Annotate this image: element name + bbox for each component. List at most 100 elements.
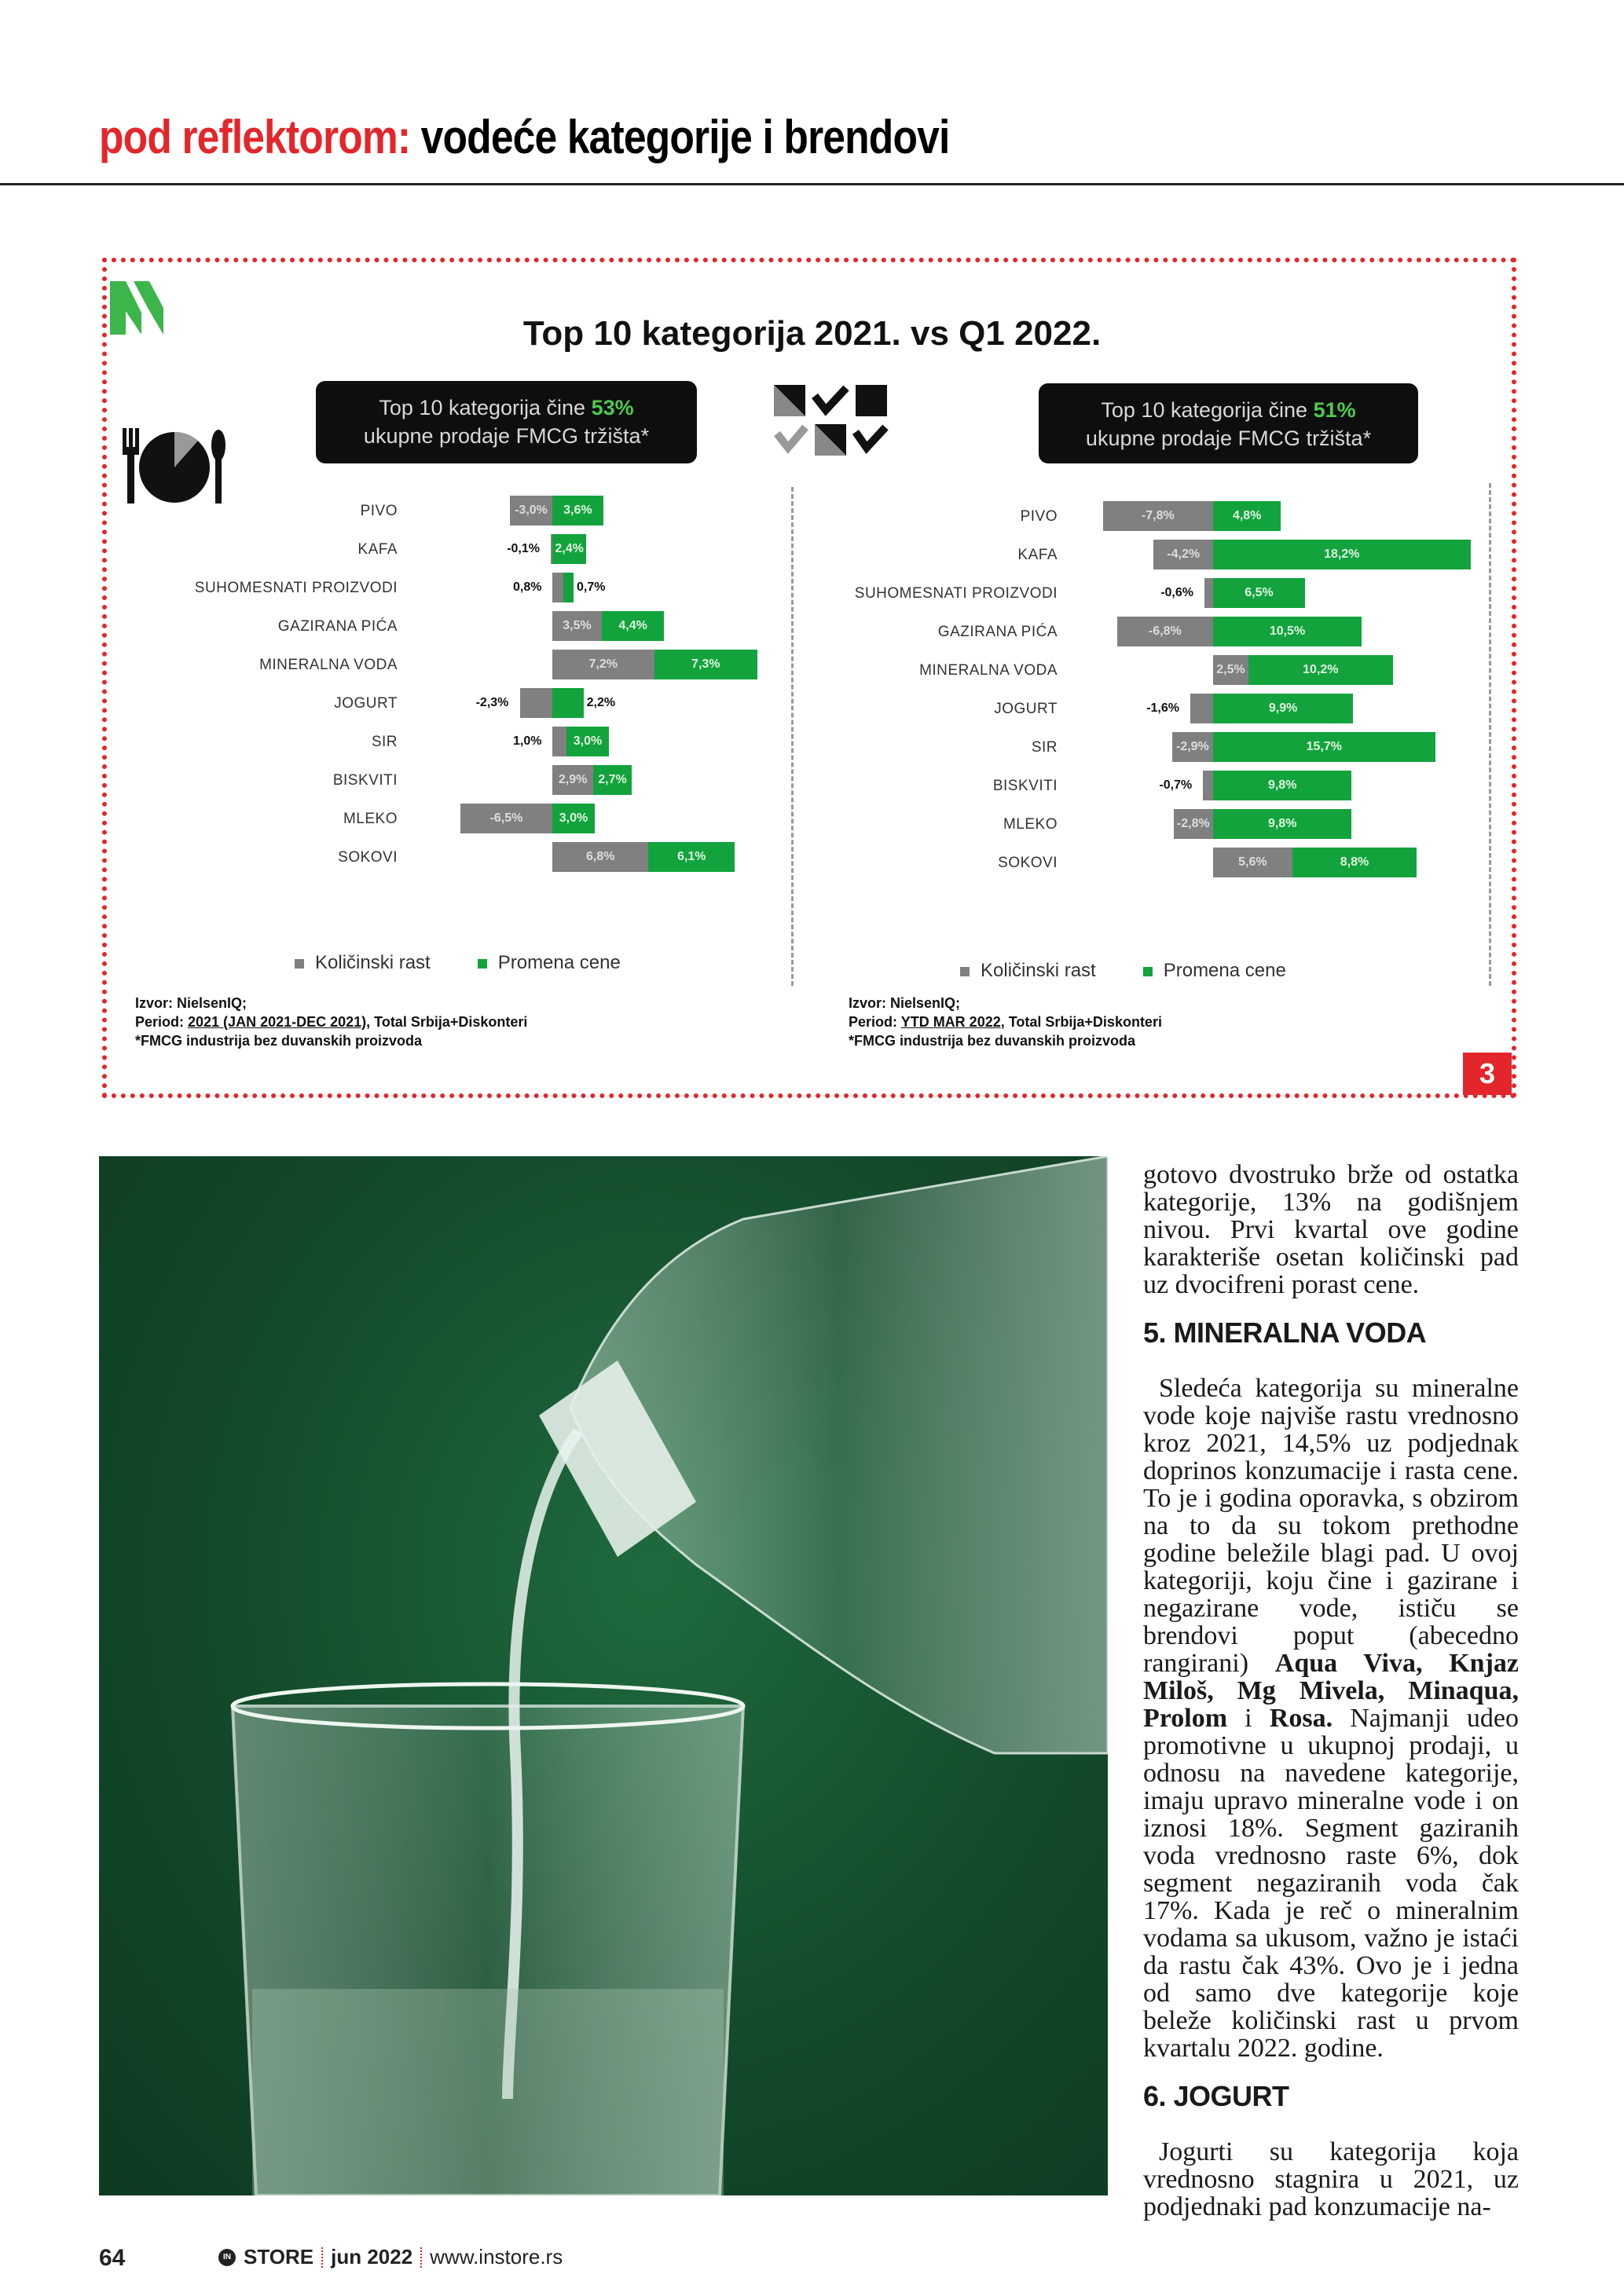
volume-bar <box>1203 771 1213 800</box>
price-bar: 7,3% <box>654 650 757 679</box>
page-header: pod reflektorom: vodeće kategorije i bre… <box>99 110 951 164</box>
category-label: MINERALNA VODA <box>919 662 1058 679</box>
category-label: SIR <box>371 734 398 750</box>
page-number: 64 <box>99 2245 126 2271</box>
text-run: Aqua Viva, Knjaz Miloš, Mg Mivela, Minaq… <box>1143 1649 1520 1733</box>
legend-item-price: Promena cene <box>1142 960 1286 982</box>
price-bar: 6,1% <box>648 842 735 872</box>
volume-bar <box>1190 694 1213 723</box>
text-run: Sledeća kategorija su mineralne vode koj… <box>1143 1374 1519 1678</box>
price-bar: 3,0% <box>566 727 609 756</box>
article-paragraph: gotovo dvostruko brže od ostatka kategor… <box>1143 1161 1519 1298</box>
volume-bar <box>1204 578 1213 608</box>
price-bar: 8,8% <box>1292 848 1417 877</box>
left-legend: Količinski rast Promena cene <box>295 952 621 974</box>
price-bar: 6,5% <box>1213 578 1305 608</box>
category-label: SIR <box>1031 739 1058 756</box>
summary-value: 51% <box>1313 398 1356 422</box>
text-run: i <box>1227 1704 1270 1733</box>
legend-item-volume: Količinski rast <box>295 952 431 974</box>
volume-bar: 2,9% <box>552 765 594 795</box>
price-bar: 15,7% <box>1213 732 1435 762</box>
chart-divider <box>791 487 794 986</box>
header-kicker: pod reflektorom: <box>99 111 411 163</box>
instore-logo-icon: IN <box>218 2248 236 2266</box>
data-label: -0,7% <box>1159 778 1193 792</box>
data-label: 0,7% <box>577 580 606 594</box>
summary-text: Top 10 kategorija čine <box>1101 398 1314 422</box>
header-title: vodeće kategorije i brendovi <box>420 111 951 163</box>
header-rule <box>0 183 1624 185</box>
volume-bar: 7,2% <box>552 650 654 679</box>
category-label: GAZIRANA PIĆA <box>277 618 398 635</box>
price-bar: 10,5% <box>1213 617 1362 646</box>
left-source: Izvor: NielsenIQ; Period: 2021 (JAN 2021-… <box>135 995 528 1049</box>
footer-url[interactable]: www.instore.rs <box>430 2245 563 2269</box>
volume-bar: 2,5% <box>1213 655 1248 685</box>
summary-line2: ukupne prodaje FMCG tržišta* <box>1085 427 1372 450</box>
category-label: BISKVITI <box>332 772 398 789</box>
category-label: MLEKO <box>1003 816 1058 833</box>
price-bar: 4,4% <box>602 611 665 641</box>
price-bar: 9,8% <box>1213 809 1352 839</box>
category-label: SUHOMESNATI PROIZVODI <box>854 585 1058 602</box>
footer-brand-name: STORE <box>244 2245 314 2269</box>
data-label: 0,8% <box>513 580 542 594</box>
right-source: Izvor: NielsenIQ; Period: YTD MAR 2022, T… <box>849 995 1162 1049</box>
summary-text: Top 10 kategorija čine <box>379 396 592 419</box>
figure-number-badge: 3 <box>1463 1053 1512 1095</box>
volume-bar: -3,0% <box>510 496 552 525</box>
category-label: MLEKO <box>343 811 398 827</box>
volume-bar: 3,5% <box>552 611 602 641</box>
category-label: KAFA <box>357 541 398 558</box>
legend-item-price: Promena cene <box>477 952 621 974</box>
legend-swatch <box>295 958 304 969</box>
volume-bar <box>552 573 564 602</box>
category-label: PIVO <box>360 503 398 519</box>
category-label: GAZIRANA PIĆA <box>937 624 1058 640</box>
data-label: 1,0% <box>513 734 542 748</box>
price-bar: 4,8% <box>1213 501 1281 531</box>
volume-bar: -6,8% <box>1116 617 1213 646</box>
legend-item-volume: Količinski rast <box>960 960 1096 982</box>
volume-bar: -7,8% <box>1102 501 1213 531</box>
category-label: JOGURT <box>994 701 1058 717</box>
price-bar: 9,8% <box>1213 771 1352 800</box>
summary-value: 53% <box>591 396 634 419</box>
volume-bar: -2,9% <box>1171 732 1213 762</box>
left-summary-box: Top 10 kategorija čine 53% ukupne prodaje… <box>316 381 697 463</box>
price-bar: 9,9% <box>1213 694 1354 723</box>
legend-swatch <box>477 958 487 969</box>
category-label: SOKOVI <box>338 849 398 866</box>
volume-bar: 6,8% <box>552 842 649 872</box>
category-label: MINERALNA VODA <box>259 657 398 673</box>
text-run: Rosa. <box>1269 1704 1333 1733</box>
volume-bar: -6,5% <box>460 804 552 833</box>
footer-separator <box>420 2247 423 2268</box>
category-label: SOKOVI <box>998 855 1058 871</box>
article-paragraph: Sledeća kategorija su mineralne vode koj… <box>1143 1375 1519 2062</box>
section-heading: 5. MINERALNA VODA <box>1143 1316 1427 1349</box>
category-label: PIVO <box>1020 508 1058 525</box>
price-bar: 2,7% <box>593 765 632 795</box>
right-summary-box: Top 10 kategorija čine 51% ukupne prodaje… <box>1039 383 1418 463</box>
legend-swatch <box>960 966 970 976</box>
infographic-title: Top 10 kategorija 2021. vs Q1 2022. <box>522 314 1102 353</box>
volume-bar <box>551 534 554 564</box>
volume-bar <box>519 688 552 718</box>
price-bar: 2,4% <box>552 534 587 564</box>
text-run: Jogurti su kategorija koja vrednosno sta… <box>1143 2137 1519 2221</box>
price-bar: 10,2% <box>1248 655 1393 685</box>
footer-separator <box>321 2247 324 2268</box>
infographic-frame <box>102 258 1516 1098</box>
footer-brand: IN STORE jun 2022 www.instore.rs <box>218 2245 563 2269</box>
price-bar: 18,2% <box>1213 540 1471 569</box>
nielsen-logo-icon <box>110 281 163 335</box>
footer-date: jun 2022 <box>331 2245 413 2269</box>
price-bar: 3,6% <box>552 496 603 525</box>
summary-line2: ukupne prodaje FMCG tržišta* <box>363 424 650 448</box>
category-label: BISKVITI <box>992 778 1058 794</box>
data-label: -2,3% <box>475 696 509 709</box>
text-run: Najmanji udeo promotivne u ukupnoj proda… <box>1143 1704 1519 2063</box>
water-pouring-photo <box>99 1156 1108 2195</box>
